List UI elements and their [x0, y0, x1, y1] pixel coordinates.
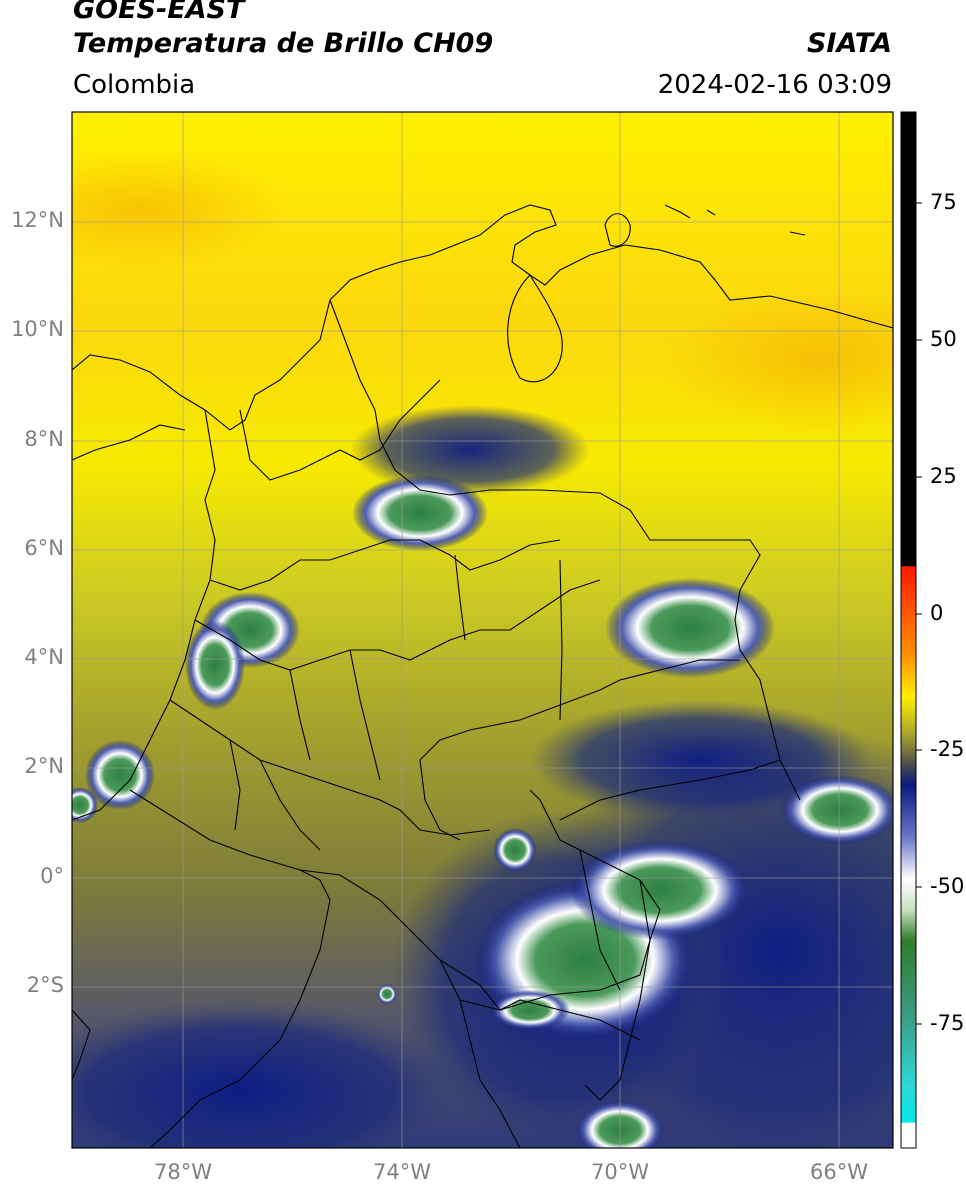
temperature-colorbar	[900, 111, 922, 1149]
colorbar-tick-label: 75	[930, 190, 957, 214]
lat-label: 4°N	[24, 645, 64, 669]
colorbar-tick-label: -50	[930, 874, 965, 898]
colorbar-tick-label: 50	[930, 327, 957, 351]
imagery-layer	[72, 112, 893, 1148]
lon-label: 70°W	[591, 1160, 649, 1184]
lon-label: 78°W	[154, 1160, 212, 1184]
lat-label: 8°N	[24, 427, 64, 451]
lon-label: 74°W	[373, 1160, 431, 1184]
lat-label: 0°	[40, 864, 64, 888]
lat-label: 10°N	[11, 317, 64, 341]
region-label: Colombia	[73, 70, 196, 100]
lon-label: 66°W	[810, 1160, 868, 1184]
map-frame	[71, 111, 894, 1149]
product-title: Temperatura de Brillo CH09	[73, 28, 494, 59]
borders-and-coastlines	[72, 204, 893, 1148]
lat-label: 6°N	[24, 536, 64, 560]
lat-label: 2°N	[24, 754, 64, 778]
colorbar-tick-label: 25	[930, 464, 957, 488]
timestamp-label: 2024-02-16 03:09	[657, 70, 892, 100]
organization-label: SIATA	[806, 28, 892, 59]
colorbar-tick-label: -25	[930, 737, 965, 761]
lat-label: 2°S	[26, 973, 64, 997]
colorbar-tick-label: 0	[930, 601, 944, 625]
satellite-title: GOES-EAST	[73, 0, 245, 25]
lat-label: 12°N	[11, 208, 64, 232]
colorbar-tick-label: -75	[930, 1011, 965, 1035]
